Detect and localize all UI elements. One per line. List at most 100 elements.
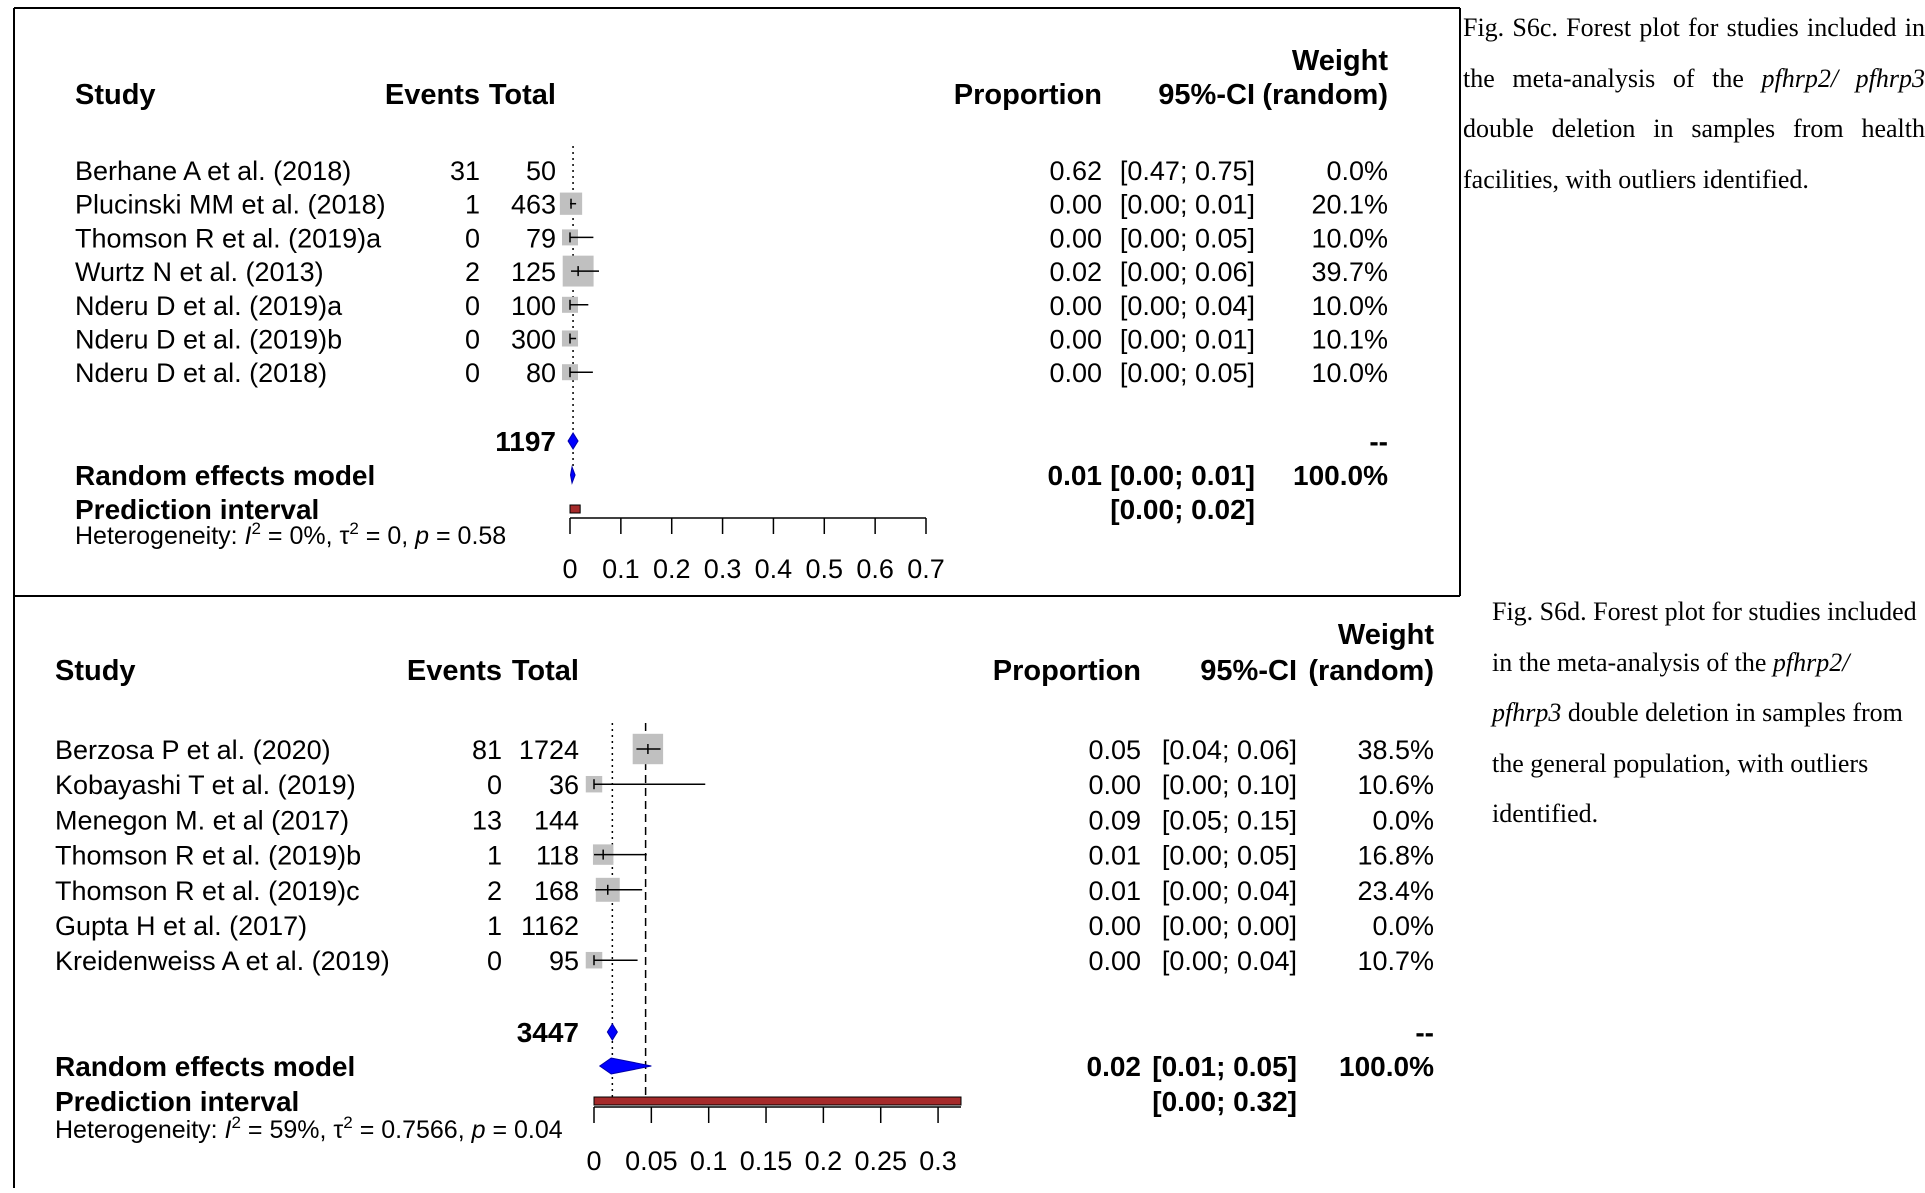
prediction-interval-label: Prediction interval <box>75 494 319 525</box>
study-ci: [0.00; 0.04] <box>1120 291 1255 321</box>
heterogeneity-i2-value: = 0%, <box>261 522 340 550</box>
heterogeneity-tau-value: = 0.7566, <box>353 1116 472 1144</box>
study-events: 1 <box>465 190 480 220</box>
study-weight: 10.7% <box>1357 946 1434 976</box>
study-proportion: 0.62 <box>1049 156 1102 186</box>
study-ci: [0.47; 0.75] <box>1120 156 1255 186</box>
study-proportion: 0.00 <box>1049 291 1102 321</box>
study-ci: [0.04; 0.06] <box>1162 735 1297 765</box>
x-axis-tick-label: 0.7 <box>907 554 945 584</box>
study-name: Berhane A et al. (2018) <box>75 156 351 186</box>
study-weight: 23.4% <box>1357 876 1434 906</box>
study-proportion: 0.02 <box>1049 257 1102 287</box>
study-ci: [0.00; 0.01] <box>1120 325 1255 355</box>
x-axis-tick-label: 0.1 <box>690 1146 728 1176</box>
study-name: Gupta H et al. (2017) <box>55 911 307 941</box>
pooled-weight-placeholder: -- <box>1369 426 1388 457</box>
x-axis-tick-label: 0.1 <box>602 554 640 584</box>
header-ci: 95%-CI <box>1200 655 1297 687</box>
study-ci: [0.00; 0.04] <box>1162 876 1297 906</box>
heterogeneity-tau-symbol: τ <box>339 522 349 550</box>
heterogeneity-p-value: = 0.58 <box>429 522 506 550</box>
x-axis-tick-label: 0.3 <box>704 554 742 584</box>
study-name: Kobayashi T et al. (2019) <box>55 770 356 800</box>
x-axis-tick-label: 0 <box>562 554 577 584</box>
random-effects-ci: [0.00; 0.01] <box>1110 460 1255 491</box>
study-name: Plucinski MM et al. (2018) <box>75 190 386 220</box>
study-events: 0 <box>465 291 480 321</box>
study-name: Kreidenweiss A et al. (2019) <box>55 946 390 976</box>
study-name: Nderu D et al. (2018) <box>75 358 327 388</box>
study-proportion: 0.01 <box>1088 841 1141 871</box>
study-name: Nderu D et al. (2019)b <box>75 325 342 355</box>
study-proportion: 0.00 <box>1088 911 1141 941</box>
heterogeneity-tau-superscript: 2 <box>349 519 358 538</box>
header-study: Study <box>75 79 156 111</box>
study-name: Wurtz N et al. (2013) <box>75 257 324 287</box>
header-proportion: Proportion <box>954 79 1102 111</box>
x-axis-tick-label: 0.05 <box>625 1146 678 1176</box>
heterogeneity-i2-symbol: I <box>245 522 252 550</box>
study-proportion: 0.00 <box>1049 358 1102 388</box>
study-ci: [0.00; 0.01] <box>1120 190 1255 220</box>
header-weight-random: (random) <box>1308 655 1434 687</box>
header-study: Study <box>55 655 136 687</box>
heterogeneity-i2-value: = 59%, <box>241 1116 333 1144</box>
caption-s6c-gene: pfhrp2/ pfhrp3 <box>1762 64 1925 93</box>
heterogeneity-i2-symbol: I <box>225 1116 232 1144</box>
study-weight: 20.1% <box>1311 190 1388 220</box>
study-weight: 10.0% <box>1311 291 1388 321</box>
study-ci: [0.05; 0.15] <box>1162 805 1297 835</box>
random-effects-weight: 100.0% <box>1339 1051 1434 1082</box>
study-total: 300 <box>511 325 556 355</box>
study-name: Menegon M. et al (2017) <box>55 805 349 835</box>
random-effects-weight: 100.0% <box>1293 460 1388 491</box>
prediction-interval-bar <box>570 505 580 513</box>
random-effects-diamond <box>600 1058 652 1074</box>
study-ci: [0.00; 0.10] <box>1162 770 1297 800</box>
study-total: 1724 <box>519 735 579 765</box>
heterogeneity-p-symbol: p <box>414 522 429 550</box>
study-proportion: 0.00 <box>1088 946 1141 976</box>
x-axis-tick-label: 0.15 <box>740 1146 793 1176</box>
header-total: Total <box>512 655 579 687</box>
study-weight: 10.0% <box>1311 223 1388 253</box>
study-events: 13 <box>472 805 502 835</box>
heterogeneity-prefix: Heterogeneity: <box>75 522 245 550</box>
study-name: Thomson R et al. (2019)b <box>55 841 361 871</box>
header-weight: Weight <box>1338 619 1434 651</box>
prediction-interval-ci: [0.00; 0.02] <box>1110 494 1255 525</box>
study-weight: 16.8% <box>1357 841 1434 871</box>
study-proportion: 0.01 <box>1088 876 1141 906</box>
study-total: 125 <box>511 257 556 287</box>
study-total: 36 <box>549 770 579 800</box>
random-effects-proportion: 0.02 <box>1087 1051 1142 1082</box>
header-events: Events <box>407 655 502 687</box>
study-total: 95 <box>549 946 579 976</box>
header-weight: Weight <box>1292 45 1388 77</box>
heterogeneity-p-value: = 0.04 <box>486 1116 563 1144</box>
x-axis-tick-label: 0.25 <box>854 1146 907 1176</box>
study-proportion: 0.00 <box>1049 325 1102 355</box>
study-events: 2 <box>465 257 480 287</box>
study-name: Nderu D et al. (2019)a <box>75 291 343 321</box>
study-ci: [0.00; 0.05] <box>1120 358 1255 388</box>
study-events: 0 <box>487 946 502 976</box>
heterogeneity-i2-superscript: 2 <box>232 1113 241 1132</box>
study-events: 1 <box>487 841 502 871</box>
heterogeneity-i2-superscript: 2 <box>252 519 261 538</box>
study-ci: [0.00; 0.00] <box>1162 911 1297 941</box>
study-weight: 38.5% <box>1357 735 1434 765</box>
caption-s6d-prefix: Fig. S6d. Forest plot for studies includ… <box>1492 597 1917 677</box>
header-events: Events <box>385 79 480 111</box>
header-weight-random: (random) <box>1262 79 1388 111</box>
heterogeneity-tau-superscript: 2 <box>343 1113 352 1132</box>
study-proportion: 0.09 <box>1088 805 1141 835</box>
prediction-interval-label: Prediction interval <box>55 1086 299 1117</box>
heterogeneity-text: Heterogeneity: I2 = 59%, τ2 = 0.7566, p … <box>55 1113 563 1144</box>
heterogeneity-p-symbol: p <box>471 1116 486 1144</box>
pooled-total: 1197 <box>495 426 556 457</box>
study-name: Berzosa P et al. (2020) <box>55 735 331 765</box>
